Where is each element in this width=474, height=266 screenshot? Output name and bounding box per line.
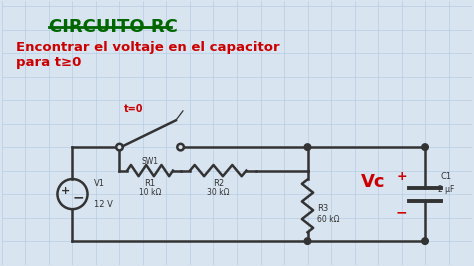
Circle shape	[304, 238, 311, 244]
Text: V1: V1	[94, 179, 105, 188]
Circle shape	[116, 144, 123, 150]
Text: −: −	[396, 205, 407, 219]
Text: 2 μF: 2 μF	[438, 185, 455, 194]
Text: SW1: SW1	[142, 157, 158, 167]
Text: +: +	[61, 186, 71, 196]
Text: 30 kΩ: 30 kΩ	[207, 188, 229, 197]
Text: −: −	[73, 190, 84, 204]
Text: 10 kΩ: 10 kΩ	[139, 188, 161, 197]
Text: Vc: Vc	[361, 173, 385, 191]
Text: R2: R2	[213, 178, 224, 188]
Circle shape	[177, 144, 184, 150]
Text: 60 kΩ: 60 kΩ	[317, 214, 339, 223]
Text: C1: C1	[441, 172, 452, 181]
Circle shape	[422, 144, 428, 150]
Text: t=0: t=0	[124, 104, 143, 114]
Circle shape	[422, 238, 428, 244]
Text: R1: R1	[145, 178, 155, 188]
Circle shape	[304, 144, 311, 150]
Text: CIRCUITO RC: CIRCUITO RC	[49, 18, 178, 36]
Text: +: +	[396, 170, 407, 183]
Text: 12 V: 12 V	[94, 200, 112, 209]
Text: Encontrar el voltaje en el capacitor
para t≥0: Encontrar el voltaje en el capacitor par…	[16, 41, 280, 69]
Text: R3: R3	[317, 204, 328, 213]
